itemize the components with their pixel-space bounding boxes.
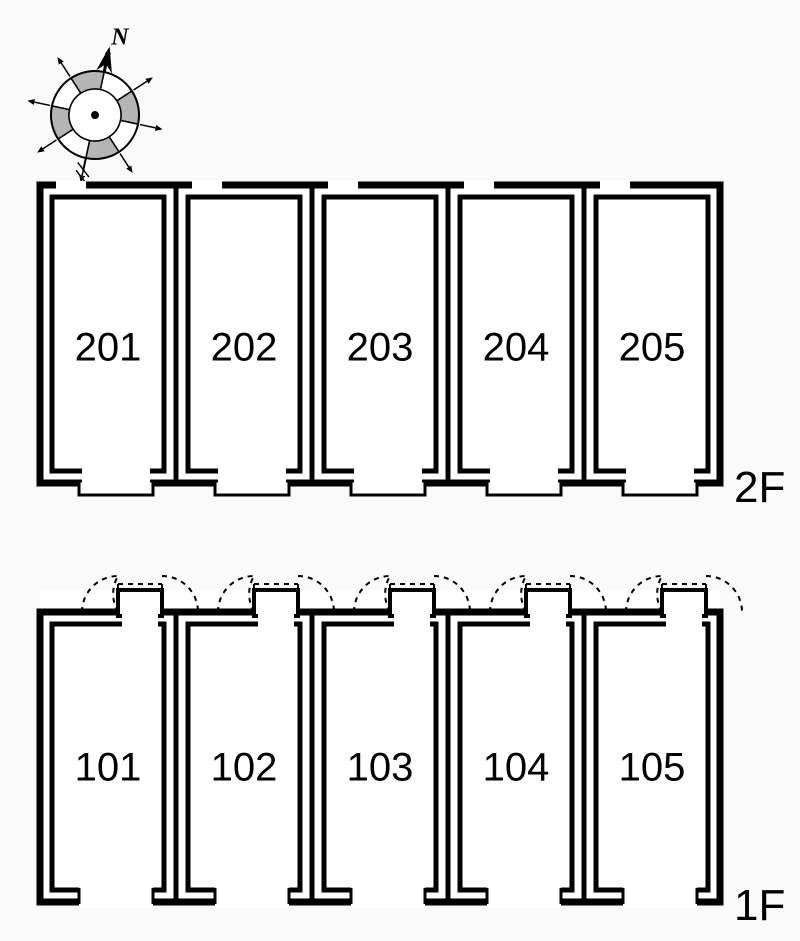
unit-label-102: 102 bbox=[211, 746, 278, 790]
unit-label-103: 103 bbox=[347, 746, 414, 790]
unit-label-105: 105 bbox=[619, 746, 686, 790]
unit-label-205: 205 bbox=[619, 326, 686, 370]
unit-label-101: 101 bbox=[75, 746, 142, 790]
floor-2F: 201 202 203 204 205 bbox=[40, 181, 720, 495]
unit-label-203: 203 bbox=[347, 326, 414, 370]
floor-1F: 101 102 103 104 105 bbox=[40, 576, 742, 908]
floor-label-2F: 2F bbox=[734, 463, 785, 512]
unit-label-104: 104 bbox=[483, 746, 550, 790]
floor-plan-diagram: N 201 202 203 204 205 2F 101 102 103 104 105 1F bbox=[0, 0, 800, 941]
unit-label-201: 201 bbox=[75, 326, 142, 370]
floor-label-1F: 1F bbox=[734, 881, 785, 930]
unit-label-204: 204 bbox=[483, 326, 550, 370]
compass-n-label: N bbox=[110, 25, 130, 51]
unit-label-202: 202 bbox=[211, 326, 278, 370]
